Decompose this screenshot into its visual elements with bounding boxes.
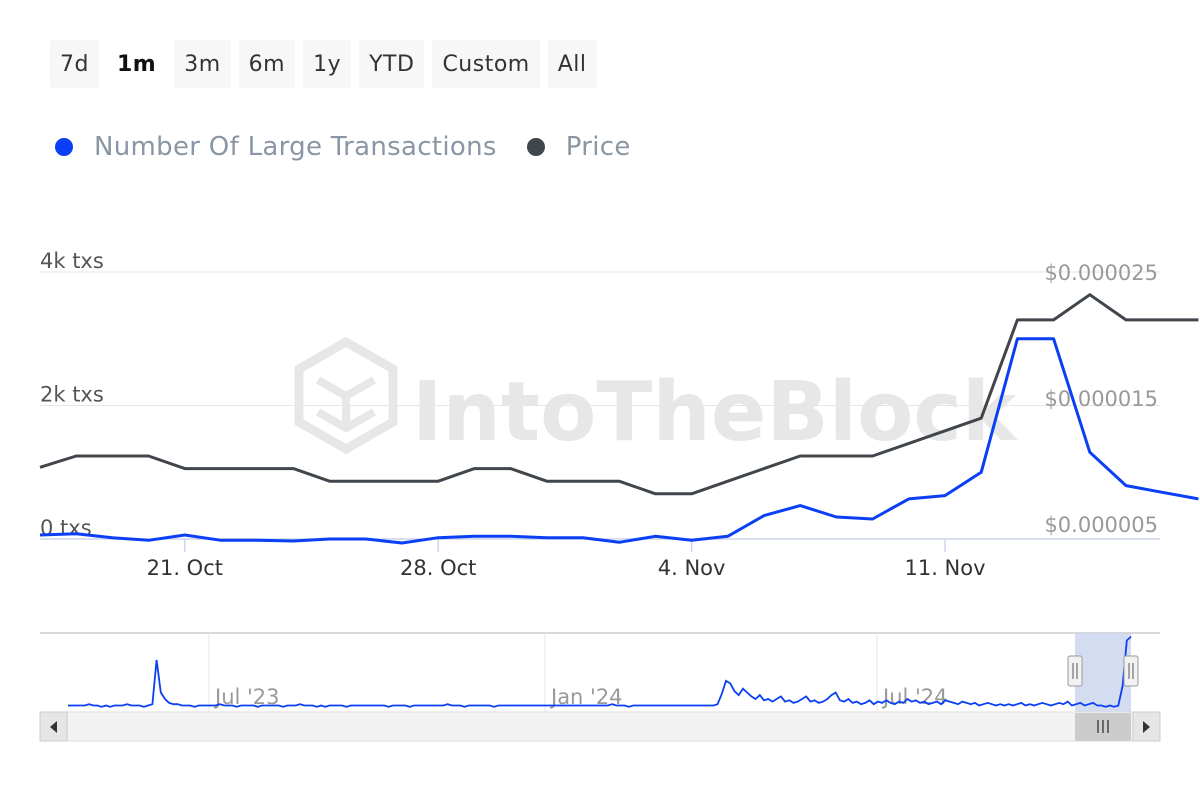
x-tick-label: 21. Oct — [147, 556, 223, 580]
legend-item-transactions[interactable]: Number Of Large Transactions — [55, 132, 497, 162]
range-button-1y[interactable]: 1y — [303, 40, 352, 88]
range-selector: 7d 1m 3m 6m 1y YTD Custom All — [50, 40, 605, 88]
x-tick-label: 11. Nov — [904, 556, 985, 580]
legend-marker-price — [526, 138, 545, 156]
series-line-price — [39, 293, 1199, 496]
legend-marker-transactions — [55, 138, 73, 156]
range-button-ytd[interactable]: YTD — [359, 40, 425, 88]
range-button-6m[interactable]: 6m — [238, 40, 296, 88]
legend-item-price[interactable]: Price — [526, 132, 631, 162]
navigator-series-line — [68, 635, 1132, 708]
y-right-tick-label: $0.000025 — [1044, 261, 1158, 285]
legend-label-transactions: Number Of Large Transactions — [94, 132, 497, 162]
chevron-left-icon — [50, 721, 57, 733]
range-button-3m[interactable]: 3m — [174, 40, 231, 88]
navigator-right-handle[interactable] — [1123, 655, 1139, 687]
watermark-text: IntoTheBlock — [412, 365, 1019, 460]
chart-legend: Number Of Large Transactions Price — [55, 132, 661, 162]
x-tick-label: 4. Nov — [658, 556, 726, 580]
y-left-tick-label: 4k txs — [40, 249, 104, 273]
legend-label-price: Price — [565, 132, 631, 162]
x-tick-label: 28. Oct — [400, 556, 476, 580]
y-left-tick-label: 0 txs — [40, 516, 92, 540]
series-line-transactions — [39, 337, 1199, 545]
watermark-logo-icon — [294, 336, 398, 455]
chevron-right-icon — [1143, 721, 1150, 733]
range-button-7d[interactable]: 7d — [50, 40, 99, 88]
y-right-tick-label: $0.000015 — [1044, 387, 1158, 411]
y-right-tick-label: $0.000005 — [1044, 513, 1158, 537]
navigator-label: Jul '24 — [881, 685, 948, 709]
range-button-1m[interactable]: 1m — [116, 51, 157, 77]
navigator-left-handle[interactable] — [1067, 655, 1083, 687]
watermark: IntoTheBlock — [294, 336, 1019, 460]
range-button-all[interactable]: All — [547, 40, 597, 88]
range-button-custom[interactable]: Custom — [432, 40, 540, 88]
y-left-tick-label: 2k txs — [40, 383, 104, 407]
scrollbar-track[interactable] — [39, 711, 1161, 742]
navigator-selection-mask — [1075, 633, 1131, 712]
